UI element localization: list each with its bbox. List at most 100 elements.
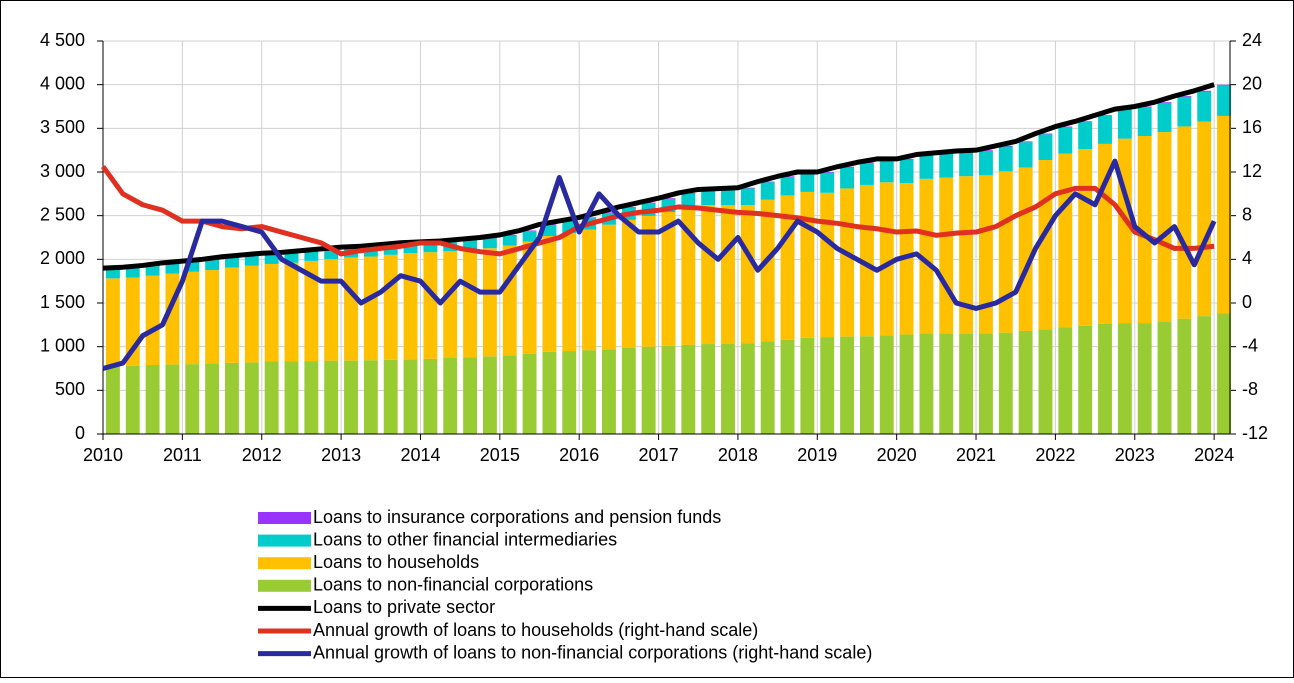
bar-segment: [1038, 133, 1053, 135]
bar-segment: [482, 356, 497, 434]
y2-tick-label: 4: [1242, 248, 1252, 268]
bar-segment: [1098, 115, 1112, 144]
bar-segment: [859, 184, 874, 337]
bar-segment: [998, 146, 1013, 172]
bar-segment: [205, 260, 220, 271]
y-tick-label: 4 000: [40, 73, 85, 93]
bar-segment: [820, 192, 835, 338]
y-tick-label: 1 500: [40, 292, 85, 312]
bar-segment: [740, 205, 755, 344]
y2-tick-label: 16: [1242, 117, 1262, 137]
bar-segment: [1098, 323, 1112, 434]
bar-segment: [383, 359, 398, 434]
line-series: [100, 165, 1215, 257]
bar-segment: [701, 344, 716, 434]
bar-segment: [1078, 121, 1093, 123]
bar-segment: [840, 336, 855, 434]
y2-tick-label: 20: [1242, 73, 1262, 93]
bar-segment: [1197, 121, 1212, 317]
x-tick-label: 2012: [242, 445, 282, 465]
bar-segment: [800, 191, 815, 338]
legend-label: Loans to non-financial corporations: [313, 575, 593, 595]
x-tick-label: 2018: [718, 445, 758, 465]
bar-segment: [1197, 316, 1212, 434]
bar-segment: [145, 365, 160, 434]
x-tick-label: 2015: [480, 445, 520, 465]
y2-tick-label: 24: [1242, 30, 1262, 50]
legend-swatch: [258, 512, 311, 524]
bar-segment: [244, 362, 259, 434]
y-tick-label: 3 000: [40, 161, 85, 181]
line-series: [102, 82, 1215, 271]
x-tick-label: 2017: [639, 445, 679, 465]
bar-segment: [383, 245, 398, 255]
bar-segment: [721, 343, 735, 434]
bar-segment: [542, 236, 557, 352]
bar-segment: [701, 190, 716, 206]
bar-segment: [1117, 138, 1132, 324]
x-tick-label: 2011: [163, 445, 202, 465]
bar-segment: [522, 230, 537, 232]
bar-segment: [244, 255, 259, 266]
bar-segment: [1157, 132, 1172, 322]
bar-segment: [760, 181, 775, 183]
bar-segment: [939, 153, 954, 178]
y-tick-label: 4 500: [40, 30, 85, 50]
bar-segment: [1137, 136, 1152, 324]
bar-segment: [800, 172, 815, 192]
bar-segment: [1117, 323, 1132, 434]
bar-segment: [363, 360, 378, 434]
x-tick-label: 2013: [321, 445, 361, 465]
bar-segment: [304, 251, 319, 261]
bar-segment: [423, 358, 438, 434]
bar-segment: [1078, 149, 1093, 326]
bar-segment: [1058, 327, 1073, 434]
bar-segment: [919, 155, 934, 179]
x-tick-label: 2016: [559, 445, 599, 465]
y2-tick-label: 12: [1242, 161, 1262, 181]
bar-segment: [264, 253, 279, 264]
bar-segment: [602, 224, 616, 350]
legend-swatch: [258, 557, 311, 570]
bar-segment: [125, 267, 140, 278]
bar-segment: [403, 253, 418, 360]
legend-swatch: [258, 534, 311, 547]
bar-segment: [840, 167, 855, 189]
bar-segment: [800, 337, 815, 434]
legend-label: Annual growth of loans to non-financial …: [313, 642, 872, 662]
bar-segment: [522, 231, 537, 242]
bar-segment: [760, 341, 775, 434]
legend-label: Annual growth of loans to households (ri…: [313, 620, 758, 640]
bar-segment: [1058, 126, 1073, 128]
bar-segment: [760, 182, 775, 200]
bar-segment: [740, 187, 755, 189]
bar-segment: [780, 339, 795, 434]
bar-segment: [602, 212, 616, 213]
bar-segment: [1038, 329, 1053, 434]
bar-segment: [621, 347, 636, 434]
bar-segment: [740, 343, 755, 434]
bar-segment: [443, 358, 458, 434]
bar-segment: [820, 172, 835, 173]
bar-segment: [502, 235, 517, 246]
bar-segment: [1078, 325, 1093, 434]
bar-segment: [562, 221, 577, 233]
bar-segment: [998, 332, 1013, 434]
x-tick-label: 2020: [877, 445, 917, 465]
bar-segment: [998, 171, 1013, 333]
bar-segment: [939, 177, 954, 334]
bar-segment: [740, 188, 755, 206]
bar-segment: [324, 259, 339, 361]
bar-segment: [582, 350, 597, 434]
bar-segment: [502, 355, 517, 434]
bar-segment: [482, 238, 497, 249]
bar-segment: [145, 275, 160, 366]
bar-segment: [879, 335, 894, 434]
bar-segment: [562, 232, 577, 352]
legend-label: Loans to private sector: [313, 597, 495, 617]
bar-segment: [661, 211, 676, 346]
bar-segment: [1137, 107, 1152, 137]
bar-segment: [1018, 141, 1033, 143]
bar-segment: [304, 361, 319, 434]
